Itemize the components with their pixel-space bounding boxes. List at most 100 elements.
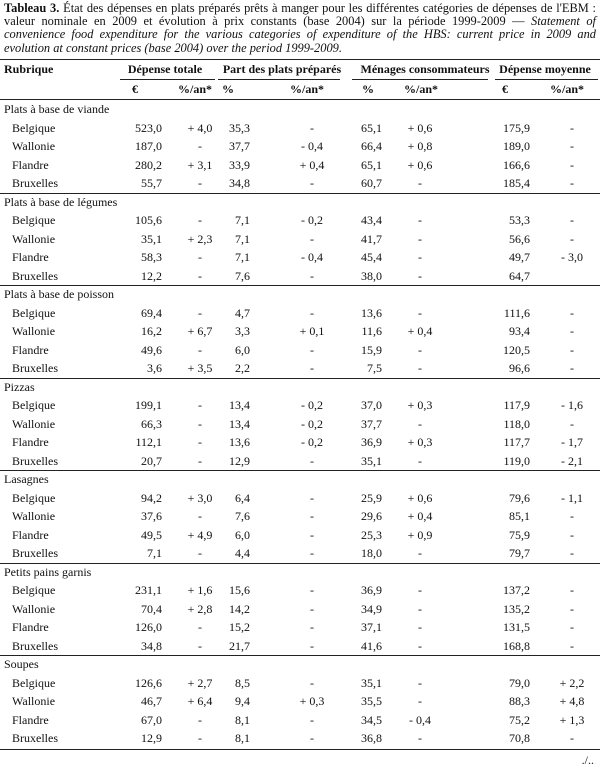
cell: - <box>570 137 574 156</box>
cell: 280,2 <box>135 156 162 175</box>
cell: 119,0 <box>503 452 530 471</box>
cell: 21,7 <box>229 637 250 656</box>
cell: 75,2 <box>509 711 530 730</box>
region-label: Bruxelles <box>12 174 58 193</box>
region-label: Wallonie <box>12 692 55 711</box>
cell: 175,9 <box>503 119 530 138</box>
cell: - 0,2 <box>301 211 323 230</box>
cell: - <box>418 581 422 600</box>
cell: 126,0 <box>135 618 162 637</box>
group-header: Part des plats préparés <box>223 60 341 79</box>
cell: - <box>418 452 422 471</box>
cell: + 0,4 <box>408 322 433 341</box>
cell: - <box>198 507 202 526</box>
cell: - <box>198 729 202 748</box>
cell: - <box>310 600 314 619</box>
cell: - <box>310 489 314 508</box>
cell: - <box>570 544 574 563</box>
cell: - <box>570 581 574 600</box>
cell: - <box>418 248 422 267</box>
cell: - 1,7 <box>561 433 583 452</box>
cell: - <box>570 211 574 230</box>
cell: 75,9 <box>509 526 530 545</box>
cell: - <box>418 359 422 378</box>
cell: + 2,8 <box>188 600 213 619</box>
cell: 112,1 <box>135 433 162 452</box>
region-label: Belgique <box>12 581 55 600</box>
cell: - <box>310 304 314 323</box>
cell: 12,2 <box>141 267 162 286</box>
cell: 117,9 <box>503 396 530 415</box>
cell: - <box>418 674 422 693</box>
cell: - <box>310 526 314 545</box>
cell: + 6,7 <box>188 322 213 341</box>
region-label: Bruxelles <box>12 544 58 563</box>
cell: + 0,4 <box>300 156 325 175</box>
cell: - <box>570 637 574 656</box>
cell: 6,4 <box>235 489 250 508</box>
region-label: Wallonie <box>12 137 55 156</box>
cell: 43,4 <box>361 211 382 230</box>
region-label: Bruxelles <box>12 729 58 748</box>
caption-label: Tableau 3. <box>4 1 59 15</box>
region-label: Belgique <box>12 674 55 693</box>
cell: 25,9 <box>361 489 382 508</box>
cell: - <box>418 729 422 748</box>
sub-header: %/an* <box>404 80 438 99</box>
region-label: Flandre <box>12 618 49 637</box>
cell: 126,6 <box>135 674 162 693</box>
cell: + 0,6 <box>408 119 433 138</box>
cell: 37,1 <box>361 618 382 637</box>
region-label: Flandre <box>12 711 49 730</box>
cell: 7,1 <box>235 248 250 267</box>
cell: 4,7 <box>235 304 250 323</box>
region-label: Bruxelles <box>12 452 58 471</box>
cell: + 4,8 <box>560 692 585 711</box>
cell: - <box>198 711 202 730</box>
cell: 7,1 <box>235 211 250 230</box>
region-label: Belgique <box>12 396 55 415</box>
cell: - <box>198 341 202 360</box>
caption: Tableau 3. État des dépenses en plats pr… <box>4 2 596 55</box>
cell: - <box>310 544 314 563</box>
cell: - <box>310 230 314 249</box>
cell: + 0,4 <box>408 507 433 526</box>
cell: - <box>198 248 202 267</box>
cell: - 0,4 <box>301 248 323 267</box>
cell: - <box>418 267 422 286</box>
cell: 56,6 <box>509 230 530 249</box>
cell: - <box>310 359 314 378</box>
cell: 35,1 <box>361 452 382 471</box>
cell: + 0,1 <box>300 322 325 341</box>
group-header: Dépense moyenne <box>499 60 591 79</box>
cell: 37,0 <box>361 396 382 415</box>
region-label: Wallonie <box>12 600 55 619</box>
cell: 25,3 <box>361 526 382 545</box>
rule <box>0 655 600 656</box>
cell: 69,4 <box>141 304 162 323</box>
region-label: Flandre <box>12 433 49 452</box>
cell: - <box>570 359 574 378</box>
region-label: Wallonie <box>12 507 55 526</box>
cell: - 2,1 <box>561 452 583 471</box>
cell: 12,9 <box>141 729 162 748</box>
cell: + 2,3 <box>188 230 213 249</box>
cell: - <box>310 341 314 360</box>
cell: - <box>418 600 422 619</box>
cell: + 2,7 <box>188 674 213 693</box>
cell: 4,4 <box>235 544 250 563</box>
cell: - <box>570 600 574 619</box>
cell: 34,8 <box>229 174 250 193</box>
cell: 15,2 <box>229 618 250 637</box>
cell: 93,4 <box>509 322 530 341</box>
cell: 16,2 <box>141 322 162 341</box>
cell: - <box>198 637 202 656</box>
section-title: Plats à base de poisson <box>4 285 114 304</box>
cell: 3,3 <box>235 322 250 341</box>
cell: 137,2 <box>503 581 530 600</box>
cell: 37,7 <box>229 137 250 156</box>
cell: 8,5 <box>235 674 250 693</box>
cell: 2,2 <box>235 359 250 378</box>
region-label: Wallonie <box>12 230 55 249</box>
